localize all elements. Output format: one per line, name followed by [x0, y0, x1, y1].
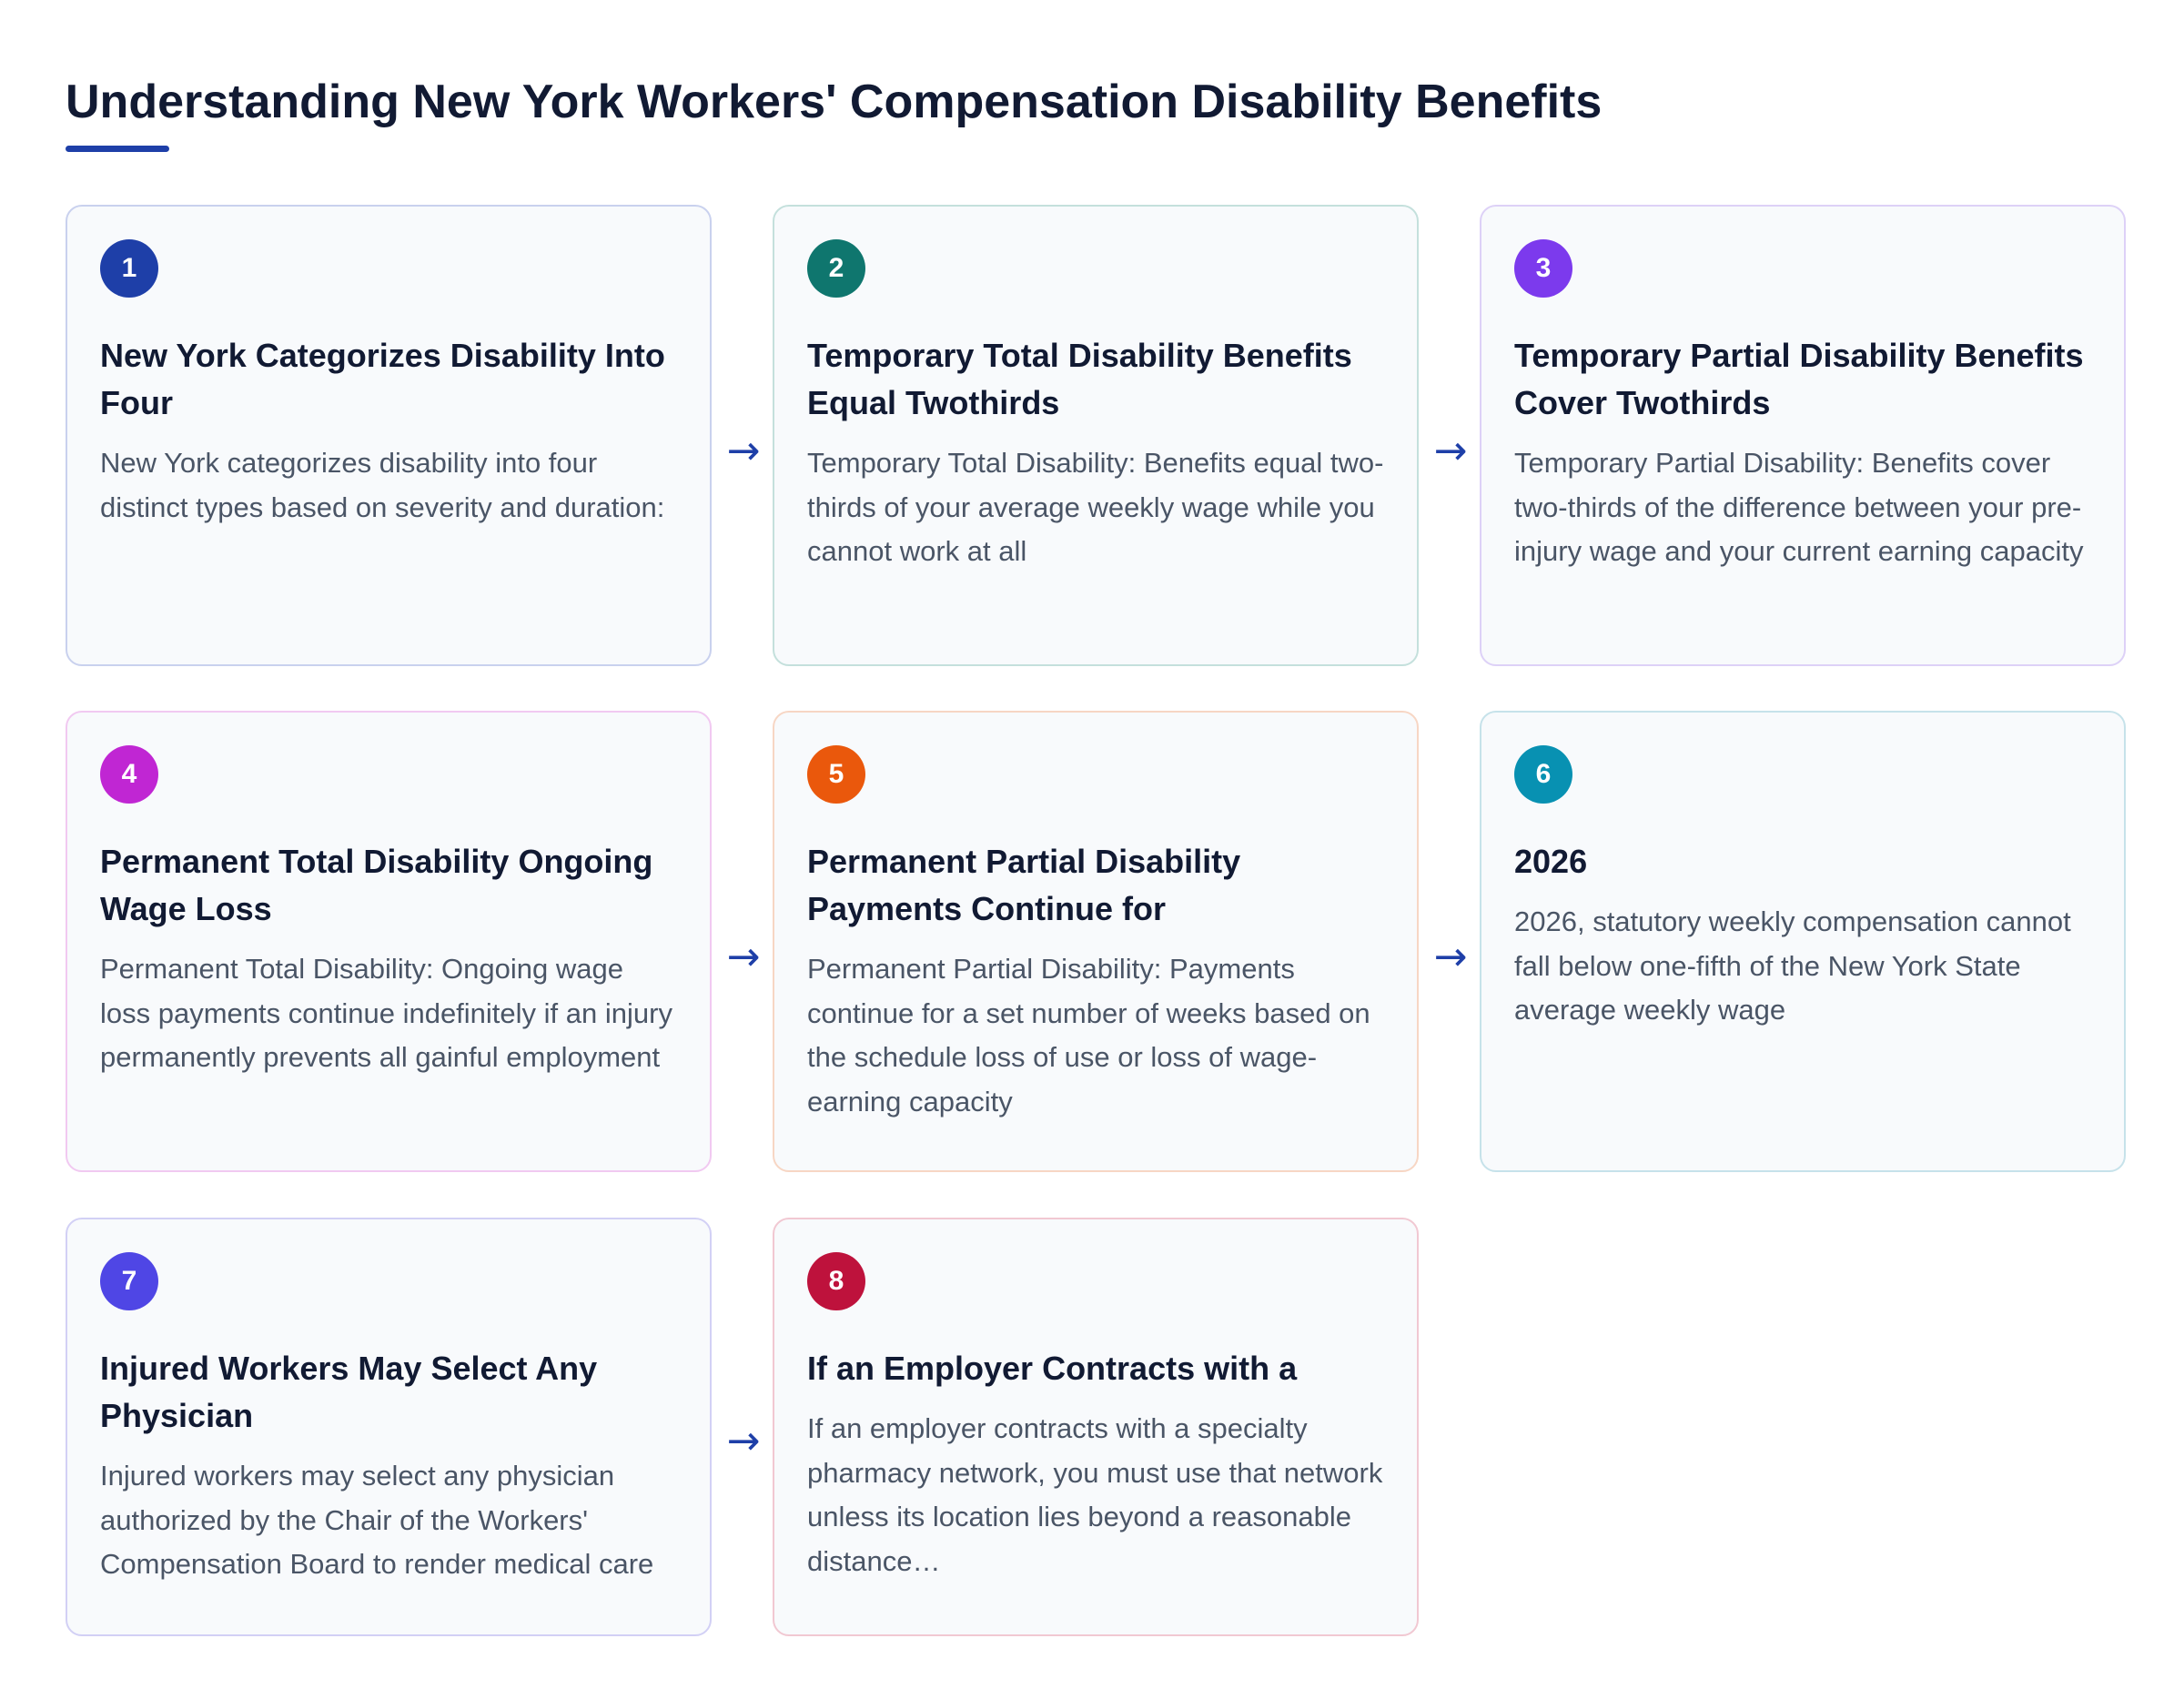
step-description: Permanent Partial Disability: Payments c…	[807, 953, 1370, 1118]
step-title: Injured Workers May Select Any Physician	[100, 1350, 598, 1434]
step-description: Temporary Total Disability: Benefits equ…	[807, 447, 1384, 567]
step-card-4: 4 Permanent Total Disability Ongoing Wag…	[66, 711, 712, 1172]
flow-arrow: →	[726, 934, 761, 980]
step-number-badge: 1	[100, 239, 158, 298]
step-number-badge: 5	[807, 745, 865, 804]
flow-arrow: →	[1433, 934, 1468, 980]
step-description: Permanent Total Disability: Ongoing wage…	[100, 953, 672, 1073]
step-number-badge: 4	[100, 745, 158, 804]
step-description: New York categorizes disability into fou…	[100, 447, 665, 523]
step-title: Permanent Partial Disability Payments Co…	[807, 843, 1241, 927]
step-description: If an employer contracts with a specialt…	[807, 1412, 1383, 1577]
step-title: 2026	[1514, 843, 1588, 880]
flow-arrow: →	[726, 1418, 761, 1464]
step-number-badge: 7	[100, 1252, 158, 1310]
step-number-badge: 8	[807, 1252, 865, 1310]
step-card-8: 8 If an Employer Contracts with a If an …	[773, 1218, 1419, 1636]
flow-arrow: →	[726, 428, 761, 474]
step-number-badge: 6	[1514, 745, 1572, 804]
step-description: 2026, statutory weekly compensation cann…	[1514, 905, 2071, 1026]
page-title: Understanding New York Workers' Compensa…	[66, 76, 1603, 128]
step-card-2: 2 Temporary Total Disability Benefits Eq…	[773, 205, 1419, 666]
step-description: Temporary Partial Disability: Benefits c…	[1514, 447, 2084, 567]
step-title: Temporary Partial Disability Benefits Co…	[1514, 337, 2084, 421]
step-card-7: 7 Injured Workers May Select Any Physici…	[66, 1218, 712, 1636]
step-title: If an Employer Contracts with a	[807, 1350, 1298, 1387]
step-card-6: 6 2026 2026, statutory weekly compensati…	[1480, 711, 2126, 1172]
step-description: Injured workers may select any physician…	[100, 1460, 654, 1580]
step-title: Temporary Total Disability Benefits Equa…	[807, 337, 1352, 421]
step-card-1: 1 New York Categorizes Disability Into F…	[66, 205, 712, 666]
step-number-badge: 2	[807, 239, 865, 298]
step-title: Permanent Total Disability Ongoing Wage …	[100, 843, 653, 927]
title-underline	[66, 146, 169, 152]
step-number-badge: 3	[1514, 239, 1572, 298]
flow-arrow: →	[1433, 428, 1468, 474]
step-card-3: 3 Temporary Partial Disability Benefits …	[1480, 205, 2126, 666]
step-card-5: 5 Permanent Partial Disability Payments …	[773, 711, 1419, 1172]
step-title: New York Categorizes Disability Into Fou…	[100, 337, 665, 421]
